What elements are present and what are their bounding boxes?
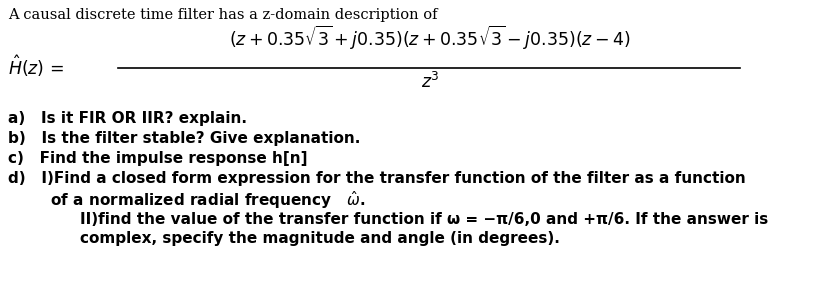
Text: complex, specify the magnitude and angle (in degrees).: complex, specify the magnitude and angle…: [38, 231, 560, 246]
Text: II)find the value of the transfer function if ω = −π/6,0 and +π/6. If the answer: II)find the value of the transfer functi…: [38, 212, 769, 227]
Text: a)   Is it FIR OR IIR? explain.: a) Is it FIR OR IIR? explain.: [8, 111, 247, 126]
Text: d)   I)Find a closed form expression for the transfer function of the filter as : d) I)Find a closed form expression for t…: [8, 171, 746, 186]
Text: $z^3$: $z^3$: [421, 72, 440, 92]
Text: c)   Find the impulse response h[n]: c) Find the impulse response h[n]: [8, 151, 307, 166]
Text: A causal discrete time filter has a z-domain description of: A causal discrete time filter has a z-do…: [8, 8, 437, 22]
Text: of a normalized radial frequency   $\hat{\omega}$.: of a normalized radial frequency $\hat{\…: [8, 189, 366, 211]
Text: $\hat{H}(z)\, =$: $\hat{H}(z)\, =$: [8, 53, 65, 79]
Text: $(z + 0.35\sqrt{3} + j0.35)(z + 0.35\sqrt{3} - j0.35)(z - 4)$: $(z + 0.35\sqrt{3} + j0.35)(z + 0.35\sqr…: [229, 24, 630, 52]
Text: b)   Is the filter stable? Give explanation.: b) Is the filter stable? Give explanatio…: [8, 131, 360, 146]
